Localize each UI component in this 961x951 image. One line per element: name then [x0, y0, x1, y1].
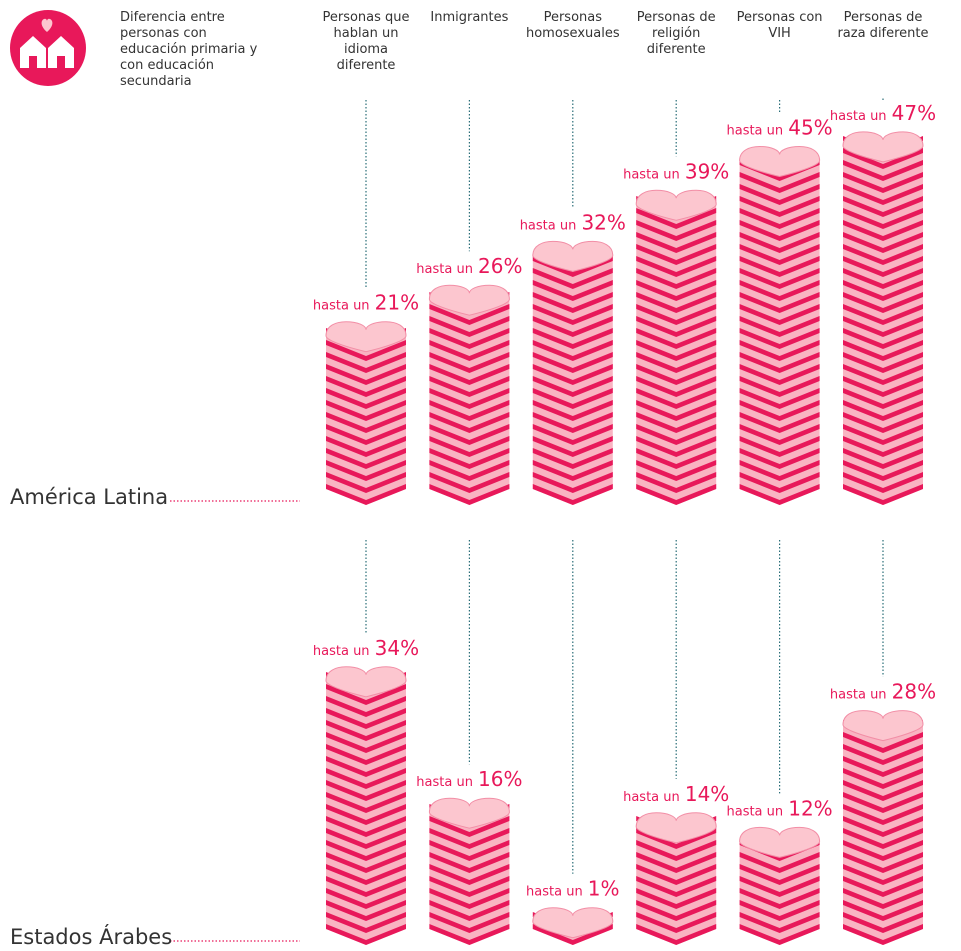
heart-stack — [326, 322, 406, 505]
heart-stack — [429, 798, 509, 945]
value-prefix: hasta un — [416, 262, 473, 277]
value-label: hasta un 32% — [520, 210, 626, 234]
value-label: hasta un 39% — [623, 159, 729, 183]
heart-stack — [843, 711, 923, 945]
value-text: 34% — [375, 636, 419, 660]
value-text: 1% — [588, 877, 620, 901]
value-text: 21% — [375, 291, 419, 315]
icon — [10, 10, 86, 86]
heart-stack — [533, 908, 613, 945]
value-label: hasta un 1% — [526, 877, 619, 901]
category-label: Personas que hablan un idioma diferente — [318, 10, 414, 74]
value-label: hasta un 12% — [726, 796, 832, 820]
heart-stack — [740, 147, 820, 506]
category-label: Inmigrantes — [421, 10, 517, 26]
heart-stack — [533, 241, 613, 505]
value-text: 16% — [478, 767, 522, 791]
series-label: América Latina — [10, 485, 168, 509]
value-prefix: hasta un — [830, 109, 887, 124]
infographic: hasta un 21%hasta un 26%hasta un 32%hast… — [0, 0, 961, 951]
category-label: Personas homosexuales — [525, 10, 621, 42]
value-label: hasta un 16% — [416, 767, 522, 791]
value-text: 32% — [581, 210, 625, 234]
value-text: 14% — [685, 782, 729, 806]
value-prefix: hasta un — [623, 790, 680, 805]
value-prefix: hasta un — [526, 885, 583, 900]
value-text: 47% — [892, 101, 936, 125]
value-text: 45% — [788, 116, 832, 140]
heart-stack — [326, 667, 406, 945]
heart-stack — [429, 285, 509, 505]
value-prefix: hasta un — [726, 124, 783, 139]
value-prefix: hasta un — [623, 167, 680, 182]
heart-stack — [636, 190, 716, 505]
heart-stack — [636, 813, 716, 945]
value-label: hasta un 21% — [313, 291, 419, 315]
value-label: hasta un 45% — [726, 116, 832, 140]
value-text: 26% — [478, 254, 522, 278]
heart-stack — [740, 827, 820, 945]
chart: hasta un 21%hasta un 26%hasta un 32%hast… — [0, 0, 961, 951]
value-prefix: hasta un — [726, 804, 783, 819]
value-prefix: hasta un — [520, 218, 577, 233]
value-label: hasta un 34% — [313, 636, 419, 660]
legend-text: Diferencia entre personas con educación … — [120, 10, 260, 90]
value-label: hasta un 47% — [830, 101, 936, 125]
category-label: Personas de raza diferente — [835, 10, 931, 42]
category-label: Personas de religión diferente — [628, 10, 724, 58]
series-label: Estados Árabes — [10, 925, 172, 949]
stack-body — [429, 300, 509, 505]
value-label: hasta un 28% — [830, 680, 936, 704]
category-label: Personas con VIH — [732, 10, 828, 42]
value-text: 39% — [685, 159, 729, 183]
value-prefix: hasta un — [313, 299, 370, 314]
value-text: 28% — [892, 680, 936, 704]
heart-stack — [843, 132, 923, 505]
value-label: hasta un 26% — [416, 254, 522, 278]
value-prefix: hasta un — [416, 775, 473, 790]
value-label: hasta un 14% — [623, 782, 729, 806]
value-prefix: hasta un — [830, 688, 887, 703]
value-prefix: hasta un — [313, 644, 370, 659]
value-text: 12% — [788, 796, 832, 820]
